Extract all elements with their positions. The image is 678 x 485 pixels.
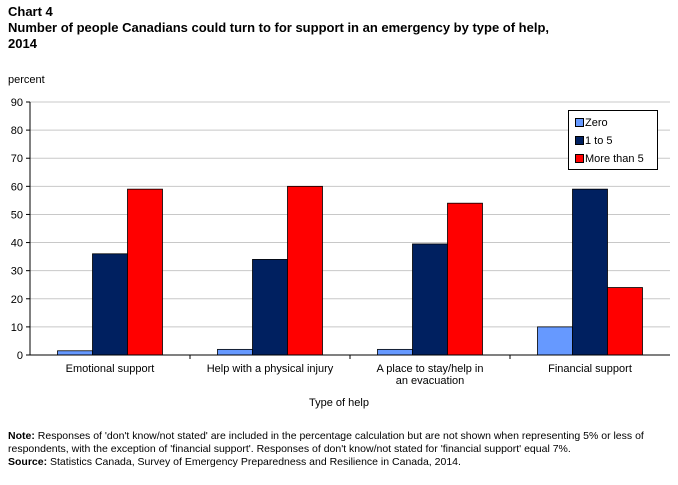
y-tick-labels: 0 10 20 30 40 50 60 70 80 90 (11, 97, 30, 362)
source-label: Source: (8, 456, 48, 468)
chart-title: Number of people Canadians could turn to… (8, 20, 549, 51)
y-axis-unit-label: percent (8, 74, 45, 86)
y-tick-label: 70 (11, 153, 23, 165)
x-axis-title: Type of help (309, 397, 369, 409)
legend: Zero 1 to 5 More than 5 (568, 110, 658, 170)
bars (57, 185, 643, 356)
legend-swatch-zero (575, 117, 584, 127)
bar-1-to-5-emotional-support (92, 253, 128, 356)
x-tick-label-emotional-support: Emotional support (66, 363, 155, 375)
legend-item-more-than-5: More than 5 (575, 152, 644, 166)
bar-more-than-5-help-with-a-physical-injury (287, 185, 323, 356)
x-tick-label-financial-support: Financial support (548, 363, 632, 375)
legend-swatch-more-than-5 (575, 153, 584, 163)
y-tick-label: 30 (11, 266, 23, 278)
bar-more-than-5-financial-support (607, 287, 643, 356)
note-text: Responses of 'don't know/not stated' are… (8, 430, 644, 455)
note-label: Note: (8, 430, 35, 442)
bar-more-than-5-a-place-to-stay-help-in-an-evacuation (447, 202, 483, 356)
bar-1-to-5-financial-support (572, 188, 608, 356)
chart-label: Chart 4 (8, 4, 53, 19)
x-tick-labels: Emotional support Help with a physical in… (66, 355, 632, 387)
legend-label-1-to-5: 1 to 5 (585, 135, 613, 147)
x-tick-label-help-with-a-physical-injury: Help with a physical injury (207, 363, 334, 375)
y-tick-label: 90 (11, 97, 23, 109)
y-tick-label: 20 (11, 294, 23, 306)
legend-label-more-than-5: More than 5 (585, 153, 644, 165)
bar-more-than-5-emotional-support (127, 188, 163, 356)
bar-1-to-5-a-place-to-stay-help-in-an-evacuation (412, 243, 448, 356)
x-tick-label-a-place-to-stay-help-in-an-evacuation: A place to stay/help in an evacuation (376, 363, 483, 387)
y-tick-label: 0 (17, 350, 23, 362)
source-text: Statistics Canada, Survey of Emergency P… (50, 456, 461, 468)
y-tick-label: 50 (11, 209, 23, 221)
legend-label-zero: Zero (585, 117, 608, 129)
footnotes: Note: Responses of 'don't know/not state… (8, 430, 672, 469)
y-tick-label: 40 (11, 238, 23, 250)
source: Source: Statistics Canada, Survey of Eme… (8, 456, 672, 469)
y-tick-label: 10 (11, 322, 23, 334)
y-tick-label: 60 (11, 181, 23, 193)
y-tick-label: 80 (11, 125, 23, 137)
legend-item-1-to-5: 1 to 5 (575, 134, 613, 148)
bar-1-to-5-help-with-a-physical-injury (252, 259, 288, 356)
bar-zero-a-place-to-stay-help-in-an-evacuation (377, 348, 413, 356)
legend-item-zero: Zero (575, 116, 608, 130)
note: Note: Responses of 'don't know/not state… (8, 430, 672, 456)
bar-zero-help-with-a-physical-injury (217, 348, 253, 356)
bar-zero-financial-support (537, 326, 573, 356)
legend-swatch-1-to-5 (575, 135, 584, 145)
bar-zero-emotional-support (57, 350, 93, 356)
bar-chart: 0 10 20 30 40 50 60 70 80 90 Emotional support Hel… (11, 97, 670, 387)
